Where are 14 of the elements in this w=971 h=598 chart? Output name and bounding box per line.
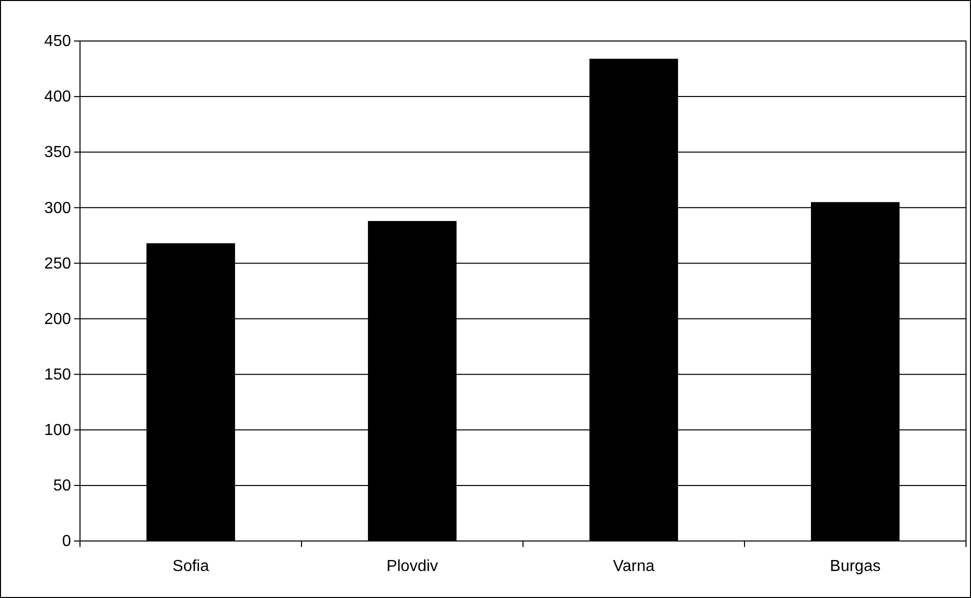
x-tick-label: Burgas — [830, 558, 881, 575]
y-tick-label: 400 — [44, 88, 72, 106]
y-tick-label: 50 — [53, 478, 72, 495]
y-tick-label: 250 — [44, 255, 72, 272]
y-tick-label: 0 — [62, 533, 72, 550]
x-tick-label: Sofia — [172, 558, 210, 575]
x-tick-label: Varna — [612, 558, 655, 575]
y-tick-label: 200 — [44, 310, 72, 328]
y-tick-label: 100 — [44, 422, 72, 440]
y-tick-label: 450 — [44, 33, 72, 50]
x-tick-label: Plovdiv — [386, 558, 438, 575]
y-tick-label: 350 — [44, 144, 72, 162]
y-tick-label: 300 — [44, 200, 72, 217]
y-tick-label: 150 — [44, 366, 72, 384]
